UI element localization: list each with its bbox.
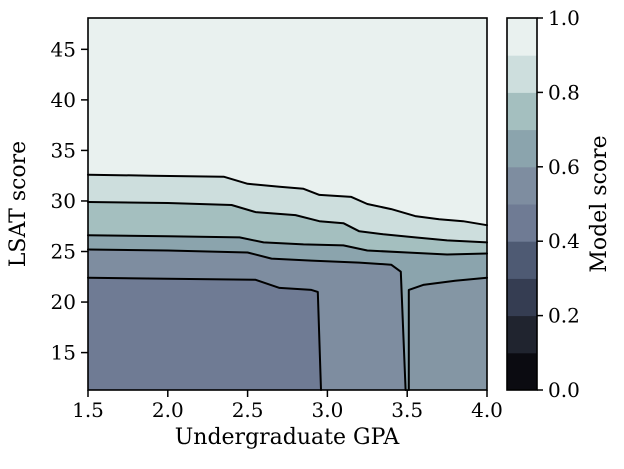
colorbar-tick-label: 1.0 (548, 6, 580, 30)
y-tick-label: 15 (51, 341, 76, 365)
x-tick-label: 3.5 (391, 398, 423, 422)
y-tick-label: 30 (51, 189, 76, 213)
x-tick-label: 1.5 (72, 398, 104, 422)
contour-line (87, 234, 488, 256)
colorbar-segment (507, 204, 537, 242)
colorbar-tick-label: 0.0 (548, 378, 580, 402)
colorbar-tick-label: 0.8 (548, 80, 580, 104)
y-tick-label: 35 (51, 138, 76, 162)
colorbar-segment (507, 278, 537, 317)
contour-band (88, 277, 321, 390)
colorbar-segment (507, 241, 537, 279)
contour-line (87, 248, 407, 391)
y-axis-label: LSAT score (6, 141, 31, 267)
colorbar-border (506, 17, 538, 391)
colorbar-tick-label: 0.6 (548, 155, 580, 179)
colorbar-segment (507, 55, 537, 93)
colorbar-segment (507, 166, 537, 205)
y-tick-label: 25 (51, 240, 76, 264)
colorbar-tick-label: 0.4 (548, 229, 580, 253)
colorbar-segment (507, 315, 537, 354)
y-tick-label: 20 (51, 290, 76, 314)
contour-line (87, 201, 488, 244)
generated-chart-layer: 1.5 2.0 2.5 3.0 3.5 4.0 15 20 25 30 35 40 45 0.0 0.2 0.… (51, 6, 580, 422)
x-tick-label: 4.0 (471, 398, 503, 422)
x-tick-label: 2.5 (232, 398, 264, 422)
contour-line (407, 276, 488, 391)
colorbar-segment (507, 18, 537, 56)
contour-line (87, 276, 322, 391)
contour-line (87, 173, 488, 227)
y-tick-label: 40 (51, 88, 76, 112)
colorbar-segment (507, 352, 537, 391)
colorbar-label: Model score (587, 135, 612, 272)
x-axis-label: Undergraduate GPA (175, 425, 401, 450)
plot-border (87, 17, 488, 391)
x-tick-label: 2.0 (152, 398, 184, 422)
colorbar-segment (507, 129, 537, 168)
colorbar-segment (507, 92, 537, 131)
y-tick-label: 45 (51, 37, 76, 61)
colorbar-tick-label: 0.2 (548, 304, 580, 328)
x-tick-label: 3.0 (311, 398, 343, 422)
contour-band (408, 277, 487, 390)
